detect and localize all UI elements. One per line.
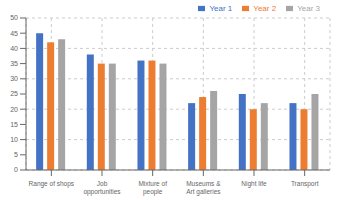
svg-text:Museums &Art galleries: Museums &Art galleries	[186, 180, 221, 196]
svg-text:45: 45	[10, 30, 18, 37]
svg-text:Mixture ofpeople: Mixture ofpeople	[138, 180, 167, 196]
svg-text:Transport: Transport	[291, 180, 319, 188]
svg-text:0: 0	[14, 166, 18, 173]
svg-text:5: 5	[14, 151, 18, 158]
svg-text:Range of shops: Range of shops	[29, 180, 75, 188]
html-text:Year 3: Year 3	[297, 4, 320, 13]
svg-text:Night life: Night life	[241, 180, 267, 188]
svg-text:25: 25	[10, 90, 18, 97]
svg-text:40: 40	[10, 45, 18, 52]
svg-text:35: 35	[10, 60, 18, 67]
svg-text:Jobopportunities: Jobopportunities	[83, 180, 121, 196]
svg-text:10: 10	[10, 136, 18, 143]
svg-text:20: 20	[10, 106, 18, 113]
html-text:Year 2: Year 2	[253, 4, 277, 13]
svg-text:50: 50	[10, 14, 18, 21]
svg-text:15: 15	[10, 121, 18, 128]
html-text:Year 1: Year 1	[209, 4, 233, 13]
svg-text:30: 30	[10, 75, 18, 82]
